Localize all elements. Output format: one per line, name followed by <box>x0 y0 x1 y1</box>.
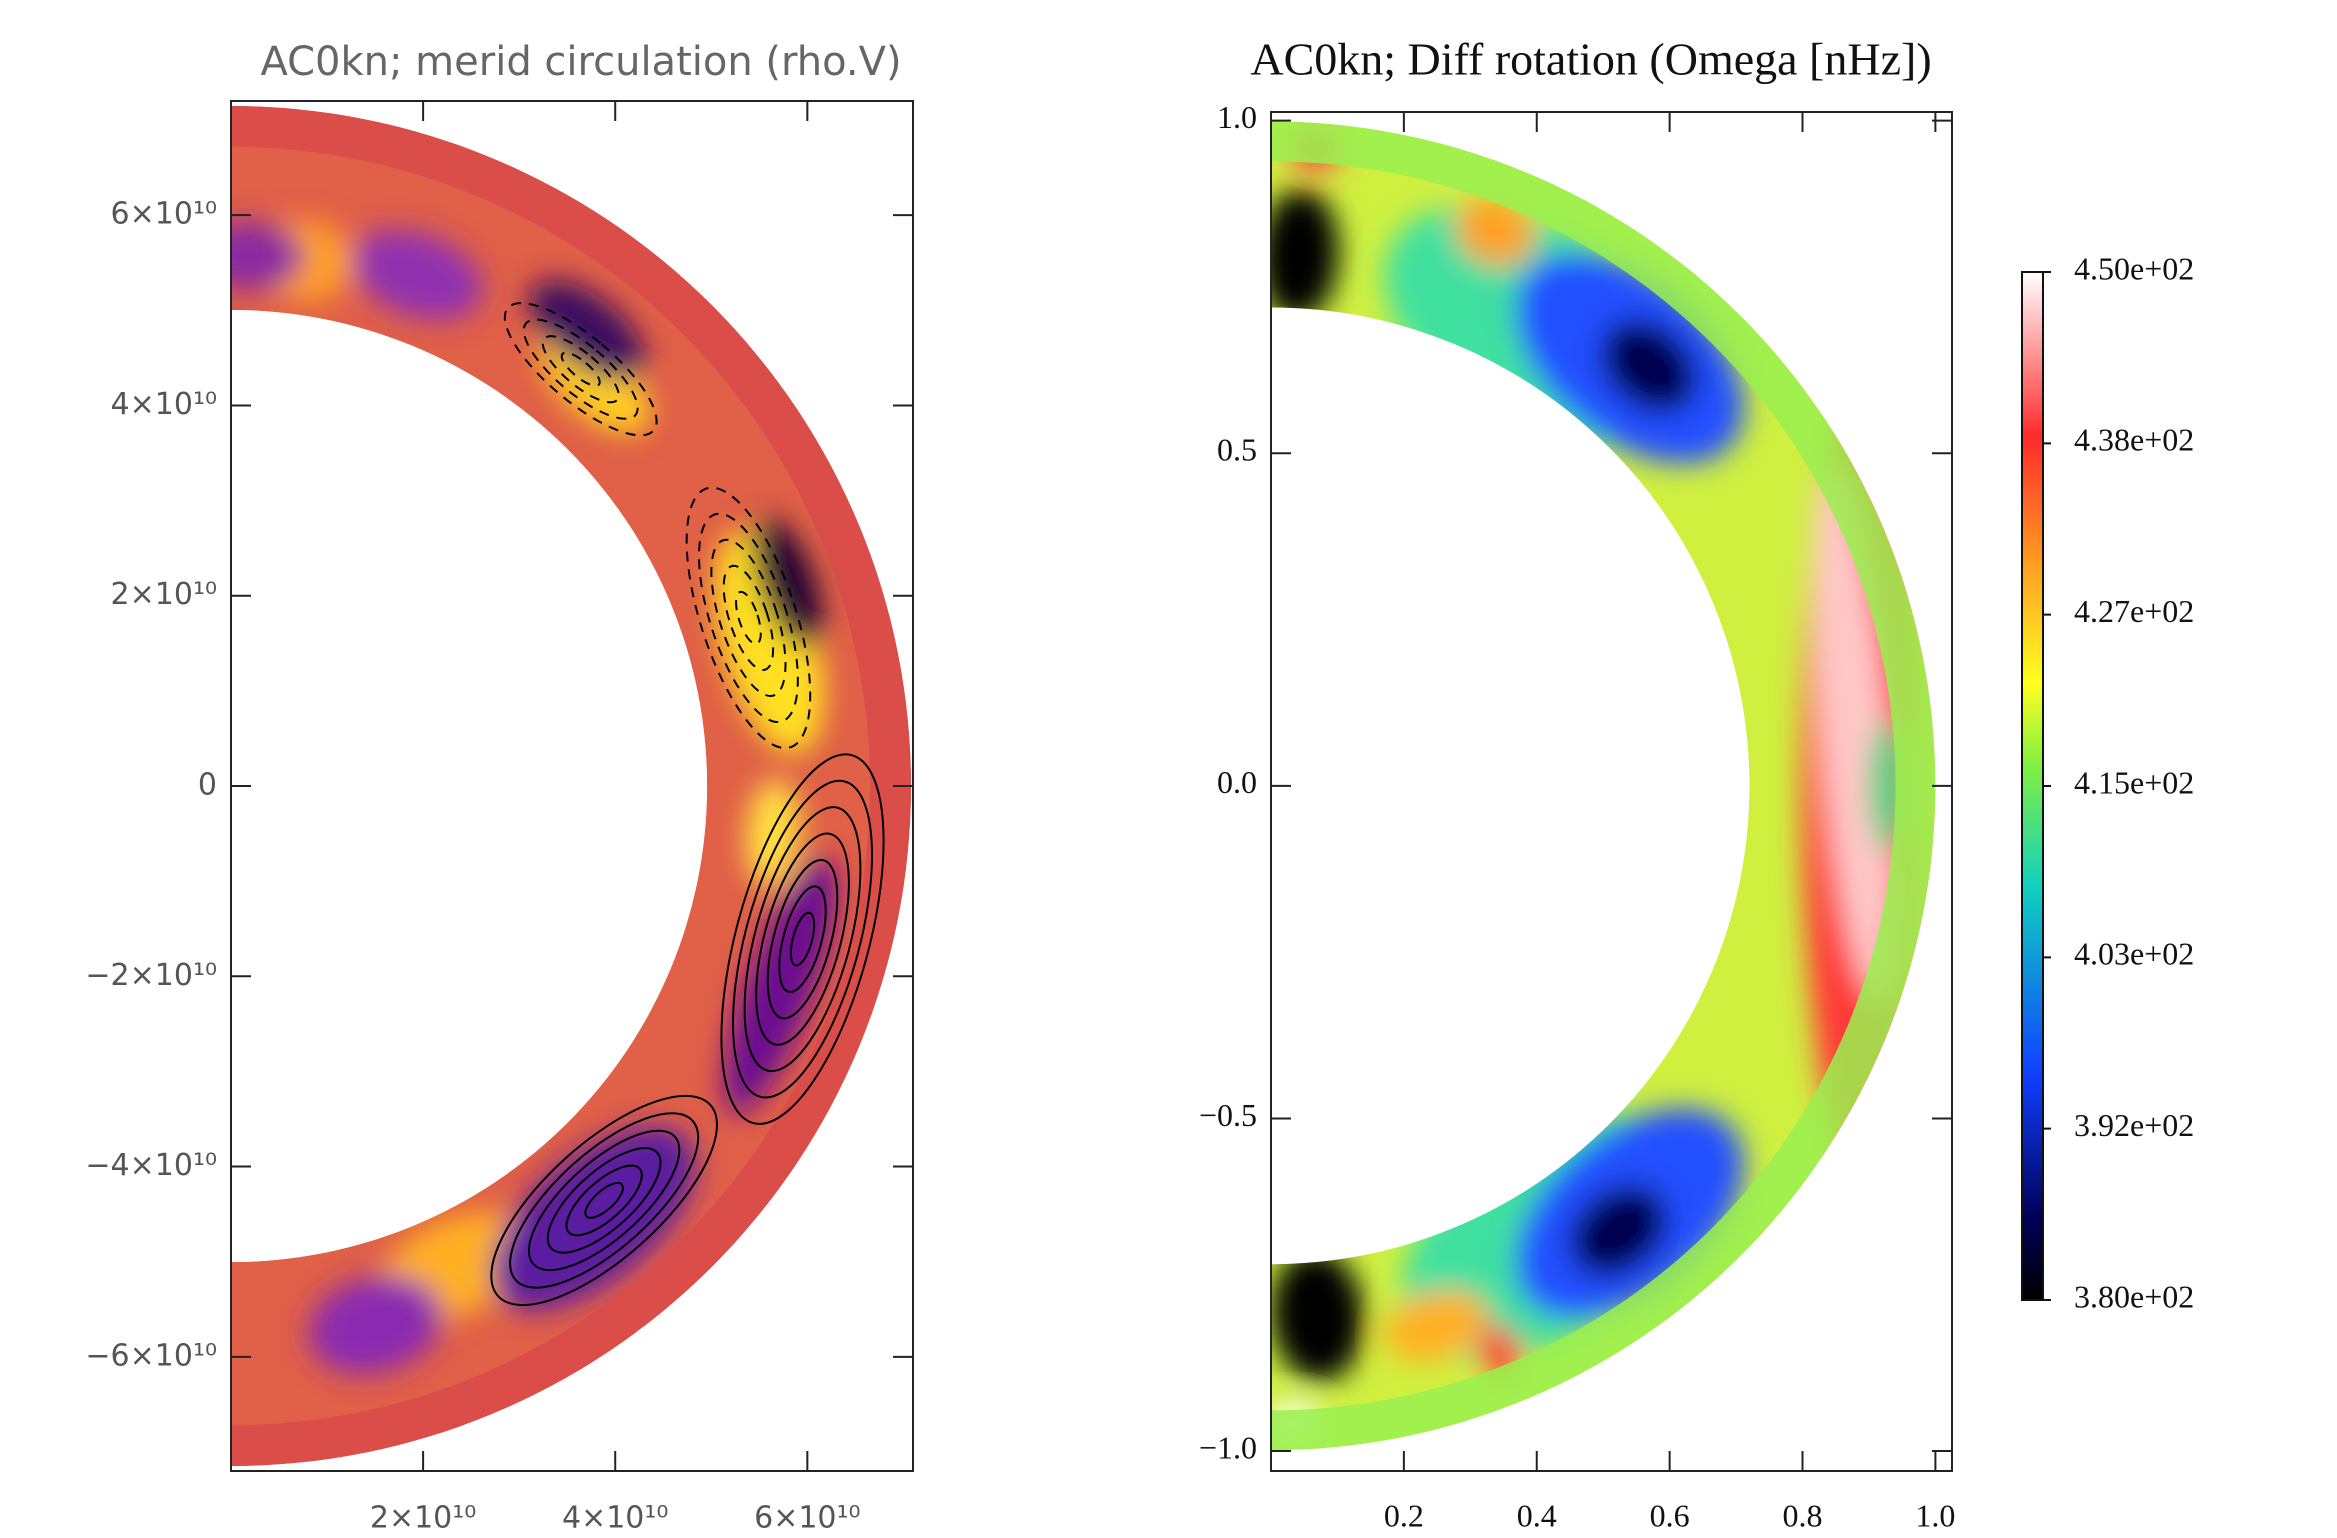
y-tick-label: 2×10¹⁰ <box>111 577 217 612</box>
y-tick-label: −0.5 <box>1199 1097 1257 1133</box>
contour <box>565 1164 643 1237</box>
contour <box>743 806 862 1073</box>
field-patch <box>231 221 304 290</box>
contour <box>735 590 762 645</box>
field-patch <box>1455 197 1534 266</box>
contour <box>720 753 885 1125</box>
field-patch <box>1384 1290 1488 1362</box>
contour <box>766 858 839 1020</box>
field <box>1271 121 1936 1451</box>
field-patch <box>1271 1249 1365 1382</box>
y-tick-label: −1.0 <box>1199 1429 1257 1465</box>
field-patch <box>752 519 822 649</box>
shell <box>231 105 912 1467</box>
shell <box>1271 121 1936 1451</box>
y-tick-label: −4×10¹⁰ <box>85 1148 217 1183</box>
colorbar-label: 3.80e+02 <box>2074 1278 2194 1314</box>
axes-frame <box>1270 111 1953 1472</box>
colorbar-label: 4.15e+02 <box>2074 764 2194 800</box>
contour <box>722 564 775 671</box>
field-patch <box>308 1275 443 1374</box>
contour <box>503 302 658 437</box>
x-tick-label: 1.0 <box>1915 1497 1955 1533</box>
contour <box>509 1112 700 1289</box>
x-tick-label: 4×10¹⁰ <box>562 1501 668 1536</box>
contour <box>778 885 827 993</box>
colorbar-label: 3.92e+02 <box>2074 1107 2194 1143</box>
y-tick-label: 0.5 <box>1217 432 1257 468</box>
x-tick-label: 0.4 <box>1517 1497 1557 1533</box>
x-tick-label: 0.2 <box>1384 1497 1424 1533</box>
field <box>231 105 912 1467</box>
contour <box>755 832 850 1046</box>
field-patch <box>1271 188 1339 322</box>
contour <box>732 779 874 1099</box>
field-patch <box>724 857 838 1115</box>
contour <box>522 318 639 420</box>
contour <box>490 1094 718 1306</box>
contour <box>698 512 799 724</box>
colorbar-label: 4.38e+02 <box>2074 422 2194 458</box>
colorbar <box>2021 271 2044 1301</box>
x-tick-label: 0.6 <box>1650 1497 1690 1533</box>
colorbar-label: 4.27e+02 <box>2074 593 2194 629</box>
y-tick-label: 1.0 <box>1217 99 1257 135</box>
contour <box>527 1129 681 1272</box>
y-tick-label: −2×10¹⁰ <box>85 958 217 993</box>
contour <box>546 1147 662 1254</box>
contour <box>584 1181 624 1219</box>
y-tick-label: 6×10¹⁰ <box>111 197 217 232</box>
x-tick-label: 2×10¹⁰ <box>370 1501 476 1536</box>
field-patch <box>1601 319 1697 413</box>
contour <box>541 335 620 404</box>
contour <box>710 538 787 697</box>
colorbar-label: 4.50e+02 <box>2074 250 2194 286</box>
chart-title: AC0kn; merid circulation (rho.V) <box>260 39 901 85</box>
x-tick-label: 0.8 <box>1783 1497 1823 1533</box>
field-patch <box>351 229 483 320</box>
field-patch <box>1813 470 1894 1000</box>
chart-title: AC0kn; Diff rotation (Omega [nHz]) <box>1250 34 1931 85</box>
field-patch <box>529 280 645 381</box>
colorbar-label: 4.03e+02 <box>2074 936 2194 972</box>
contour <box>789 911 816 967</box>
field-blobs <box>1271 129 1923 1444</box>
y-tick-label: −6×10¹⁰ <box>85 1338 217 1373</box>
y-tick-label: 4×10¹⁰ <box>111 387 217 422</box>
y-tick-label: 0.0 <box>1217 764 1257 800</box>
contour <box>685 486 812 750</box>
y-tick-label: 0 <box>198 768 217 803</box>
x-tick-label: 6×10¹⁰ <box>754 1501 860 1536</box>
field-patch <box>1570 1185 1668 1277</box>
